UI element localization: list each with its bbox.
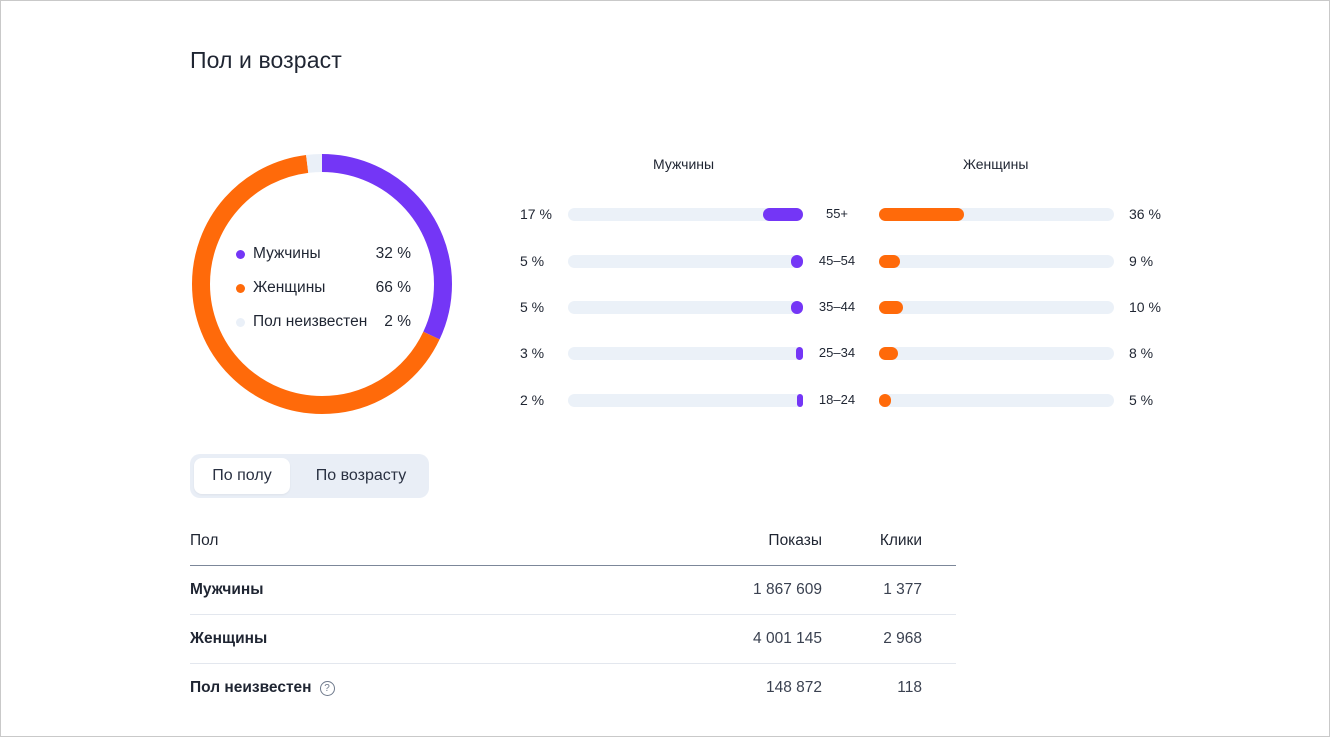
female-bar: [879, 208, 964, 221]
age-group-label: 45–54: [818, 253, 856, 268]
header-divider: [190, 565, 956, 566]
legend-dot-male: [236, 249, 245, 259]
age-group-label: 55+: [825, 206, 849, 221]
legend-label: Женщины: [253, 279, 326, 296]
male-bar-track: [568, 208, 803, 221]
female-bar-track: [879, 301, 1114, 314]
male-bar: [797, 394, 803, 407]
legend-dot-female: [236, 283, 245, 293]
male-pct-label: 3 %: [520, 345, 545, 361]
row-name-text: Мужчины: [190, 581, 264, 598]
donut-legend: Мужчины 32 % Женщины 66 % Пол неизвестен…: [236, 237, 411, 339]
question-circle-icon[interactable]: ?: [319, 680, 335, 696]
toggle-by-age[interactable]: По возрасту: [315, 467, 407, 484]
age-row: 3 % 25–34 8 %: [500, 343, 1200, 363]
male-bar: [791, 255, 803, 268]
female-pct-label: 10 %: [1129, 299, 1161, 315]
donut-slice-female: [192, 154, 452, 414]
row-name: Пол неизвестен ?: [190, 679, 335, 697]
male-bar-track: [568, 255, 803, 268]
male-bar: [791, 301, 803, 314]
legend-item-female: Женщины 66 %: [236, 271, 411, 305]
gender-donut-chart: [192, 154, 452, 414]
female-bar-track: [879, 208, 1114, 221]
male-bar: [763, 208, 803, 221]
female-bar-track: [879, 347, 1114, 360]
table-row: Пол неизвестен ? 148 872 118: [190, 664, 956, 713]
female-bar: [879, 255, 901, 268]
female-pct-label: 36 %: [1129, 206, 1161, 222]
row-clicks: 1 377: [883, 581, 922, 598]
age-group-label: 18–24: [818, 392, 856, 407]
male-pct-label: 2 %: [520, 392, 545, 408]
column-header-shows[interactable]: Показы: [768, 532, 822, 549]
male-bar-track: [568, 347, 803, 360]
male-pct-label: 17 %: [520, 206, 552, 222]
row-name: Женщины: [190, 630, 267, 648]
row-clicks: 2 968: [883, 630, 922, 647]
age-row: 5 % 35–44 10 %: [500, 297, 1200, 317]
legend-value: 32 %: [375, 245, 411, 262]
male-bar-track: [568, 301, 803, 314]
female-pct-label: 9 %: [1129, 253, 1154, 269]
table-row: Женщины 4 001 145 2 968: [190, 615, 956, 664]
female-pct-label: 5 %: [1129, 392, 1154, 408]
age-group-label: 25–34: [818, 345, 856, 360]
female-bar: [879, 347, 898, 360]
female-bar-track: [879, 255, 1114, 268]
column-header-gender[interactable]: Пол: [190, 532, 219, 549]
legend-value: 66 %: [375, 279, 411, 296]
page-title: Пол и возраст: [190, 47, 342, 73]
age-row: 17 % 55+ 36 %: [500, 204, 1200, 224]
row-shows: 1 867 609: [753, 581, 822, 598]
male-bar-track: [568, 394, 803, 407]
legend-item-unknown: Пол неизвестен 2 %: [236, 305, 411, 339]
row-divider: [190, 663, 956, 664]
toggle-by-gender[interactable]: По полу: [194, 458, 290, 494]
legend-dot-unknown: [236, 317, 245, 327]
age-row: 2 % 18–24 5 %: [500, 390, 1200, 410]
row-shows: 148 872: [765, 679, 822, 696]
legend-value: 2 %: [384, 313, 411, 330]
segment-toggle: По полу По возрасту: [190, 454, 429, 498]
male-pct-label: 5 %: [520, 253, 545, 269]
row-name-text: Женщины: [190, 630, 268, 647]
legend-label: Мужчины: [253, 245, 321, 262]
column-header-clicks[interactable]: Клики: [879, 532, 922, 549]
row-name-text: Пол неизвестен: [190, 679, 312, 696]
row-shows: 4 001 145: [753, 630, 822, 647]
female-bar-track: [879, 394, 1114, 407]
donut-slice-unknown: [192, 154, 452, 414]
legend-item-male: Мужчины 32 %: [236, 237, 411, 271]
age-group-label: 35–44: [818, 299, 856, 314]
legend-label: Пол неизвестен: [253, 313, 368, 330]
female-column-header: Женщины: [963, 156, 1029, 172]
row-name: Мужчины: [190, 581, 263, 599]
female-bar: [879, 394, 891, 407]
female-pct-label: 8 %: [1129, 345, 1154, 361]
male-bar: [795, 347, 803, 360]
female-bar: [879, 301, 903, 314]
row-divider: [190, 614, 956, 615]
age-row: 5 % 45–54 9 %: [500, 251, 1200, 271]
male-pct-label: 5 %: [520, 299, 545, 315]
row-clicks: 118: [897, 679, 922, 696]
male-column-header: Мужчины: [653, 156, 715, 172]
table-row: Мужчины 1 867 609 1 377: [190, 566, 956, 615]
